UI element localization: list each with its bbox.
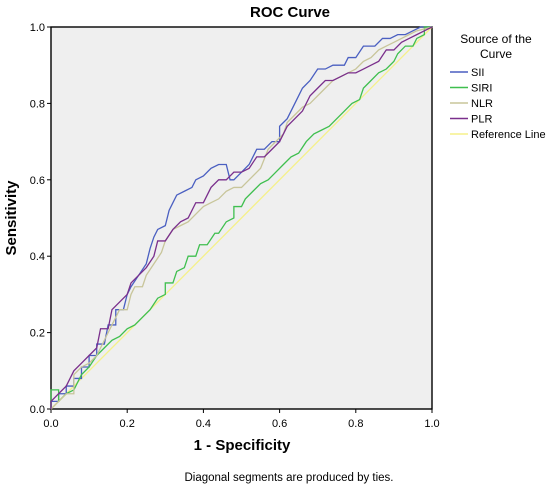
legend-label-plr: PLR xyxy=(471,114,492,126)
x-tick-label: 1.0 xyxy=(424,418,439,430)
legend: Source of the Curve SII SIRI NLR PLR Referen… xyxy=(450,32,546,141)
legend-label-siri: SIRI xyxy=(471,83,492,95)
y-tick-label: 0.2 xyxy=(30,328,45,340)
y-tick-label: 0.0 xyxy=(30,404,45,416)
series-line-siri xyxy=(50,26,432,409)
series-line-nlr xyxy=(50,26,433,410)
y-tick-label: 1.0 xyxy=(30,22,45,34)
y-tick-label: 0.6 xyxy=(30,175,45,187)
y-tick-label: 0.4 xyxy=(30,251,45,263)
chart-footnote: Diagonal segments are produced by ties. xyxy=(184,472,393,484)
legend-label-nlr: NLR xyxy=(471,98,493,110)
x-axis-label: 1 - Specificity xyxy=(194,437,291,454)
series-line-plr xyxy=(50,26,433,409)
y-axis-label: Sensitivity xyxy=(3,180,20,256)
x-tick-label: 0.0 xyxy=(43,418,58,430)
x-tick-label: 0.6 xyxy=(272,418,287,430)
legend-items: SII SIRI NLR PLR Reference Line xyxy=(450,67,546,141)
legend-label-reference-line: Reference Line xyxy=(471,129,546,141)
y-axis-ticks: 0.0 0.2 0.4 0.6 0.8 1.0 xyxy=(30,22,51,416)
y-tick-label: 0.8 xyxy=(30,98,45,110)
x-tick-label: 0.8 xyxy=(348,418,363,430)
series-line-reference-line xyxy=(50,26,433,410)
x-axis-ticks: 0.0 0.2 0.4 0.6 0.8 1.0 xyxy=(43,409,440,430)
series-layer xyxy=(50,26,433,410)
legend-title-line-2: Curve xyxy=(480,47,512,61)
series-line-sii xyxy=(50,26,432,409)
x-tick-label: 0.2 xyxy=(120,418,135,430)
legend-label-sii: SII xyxy=(471,67,484,79)
chart-title: ROC Curve xyxy=(250,4,330,21)
legend-title-line-1: Source of the xyxy=(460,32,532,46)
x-tick-label: 0.4 xyxy=(196,418,211,430)
